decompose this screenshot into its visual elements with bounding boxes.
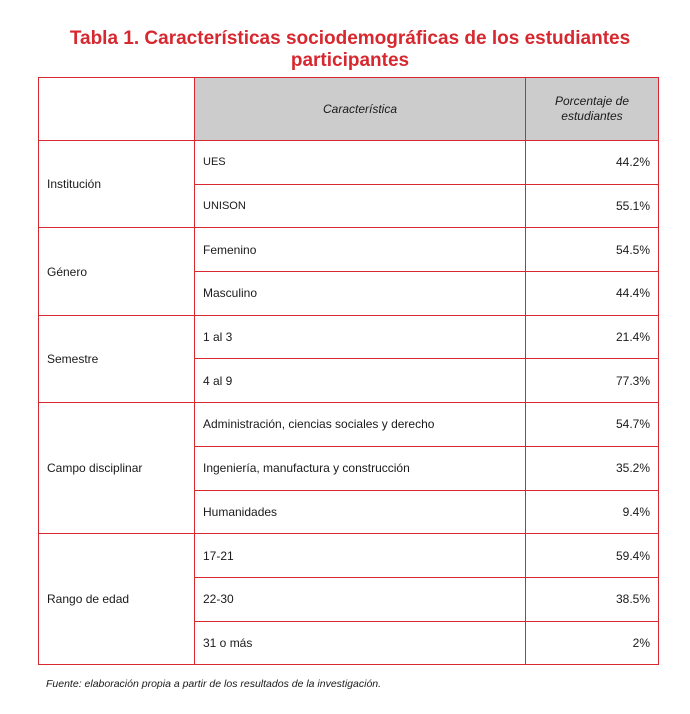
table-row: 22-30 38.5%	[39, 576, 659, 622]
item-label: UNISON	[194, 183, 526, 229]
item-label: UES	[194, 140, 526, 185]
item-label: Femenino	[194, 227, 526, 273]
table-row: Masculino 44.4%	[39, 271, 659, 316]
table-row: Ingeniería, manufactura y construcción 3…	[39, 445, 659, 491]
item-value: 44.2%	[525, 140, 659, 185]
table-row: UNISON 55.1%	[39, 183, 659, 229]
group-label-rango-de-edad: Rango de edad	[38, 533, 195, 666]
header-blank-cell	[38, 77, 195, 141]
source-note: Fuente: elaboración propia a partir de l…	[46, 678, 382, 690]
item-value: 59.4%	[525, 533, 659, 578]
item-value: 38.5%	[525, 576, 659, 622]
item-label: Ingeniería, manufactura y construcción	[194, 445, 526, 491]
table-row: Humanidades 9.4%	[39, 489, 659, 535]
item-value: 54.7%	[525, 402, 659, 447]
demographics-table: Característica Porcentaje de estudiantes…	[38, 77, 659, 666]
item-value: 54.5%	[525, 227, 659, 273]
table-row: 31 o más 2%	[39, 620, 659, 666]
header-characteristic: Característica	[194, 77, 526, 141]
header-row: Característica Porcentaje de estudiantes	[38, 77, 659, 141]
table-row: Semestre 1 al 3 21.4%	[38, 314, 659, 404]
table-row: Género Femenino 54.5%	[38, 227, 659, 316]
header-percentage: Porcentaje de estudiantes	[525, 77, 659, 141]
item-value: 55.1%	[525, 183, 659, 229]
group-label-genero: Género	[38, 227, 195, 316]
table-row: Campo disciplinar Administración, cienci…	[38, 402, 659, 535]
group-label-institucion: Institución	[38, 139, 195, 229]
group-label-campo-disciplinar: Campo disciplinar	[38, 402, 195, 535]
item-value: 35.2%	[525, 445, 659, 491]
item-label: 31 o más	[194, 620, 526, 666]
item-label: Administración, ciencias sociales y dere…	[194, 402, 526, 447]
item-value: 2%	[525, 620, 659, 666]
table-row: Institución UES 44.2%	[38, 139, 659, 229]
item-label: 22-30	[194, 576, 526, 622]
item-label: 17-21	[194, 533, 526, 578]
item-value: 44.4%	[525, 271, 659, 316]
group-label-semestre: Semestre	[38, 314, 195, 404]
table-title: Tabla 1. Características sociodemográfic…	[69, 28, 631, 71]
item-value: 21.4%	[525, 314, 659, 360]
item-label: 4 al 9	[194, 358, 526, 404]
table-row: 4 al 9 77.3%	[39, 358, 659, 404]
item-value: 9.4%	[525, 489, 659, 535]
item-label: 1 al 3	[194, 314, 526, 360]
item-label: Masculino	[194, 271, 526, 316]
table-row: Rango de edad 17-21 59.4%	[38, 533, 659, 666]
item-value: 77.3%	[525, 358, 659, 404]
item-label: Humanidades	[194, 489, 526, 535]
